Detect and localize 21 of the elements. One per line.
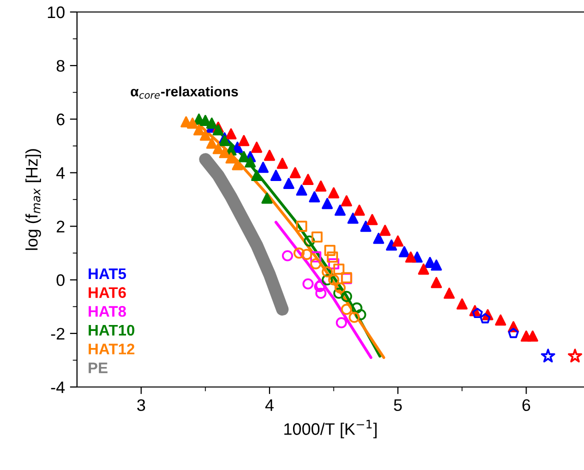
y-tick-label: -2 bbox=[51, 328, 64, 340]
x-axis-title: 1000/T [K$^{−1}$] bbox=[284, 420, 377, 438]
annotation: α$_{core}$-relaxations bbox=[130, 86, 238, 99]
y-tick-label: -4 bbox=[51, 382, 65, 394]
y-tick-label: 10 bbox=[48, 6, 65, 18]
y-tick-label: 8 bbox=[56, 60, 64, 72]
text: HAT10 bbox=[88, 324, 134, 336]
y-tick-label: 4 bbox=[56, 167, 65, 179]
text: HAT12 bbox=[88, 344, 134, 354]
text: PE bbox=[88, 362, 108, 374]
text: HAT6 bbox=[88, 287, 126, 298]
x-tick-label: 3 bbox=[137, 399, 146, 412]
y-tick-label: 2 bbox=[56, 220, 64, 232]
y-tick-label: 6 bbox=[56, 114, 64, 126]
y-axis-title: log (f$_{max}$ [Hz]) bbox=[25, 149, 41, 250]
text: HAT8 bbox=[88, 306, 126, 317]
x-tick-label: 4 bbox=[265, 399, 274, 411]
text: HAT5 bbox=[88, 268, 126, 280]
x-tick-label: 6 bbox=[522, 399, 530, 412]
x-tick-label: 5 bbox=[394, 399, 402, 412]
y-tick-label: 0 bbox=[56, 274, 65, 286]
